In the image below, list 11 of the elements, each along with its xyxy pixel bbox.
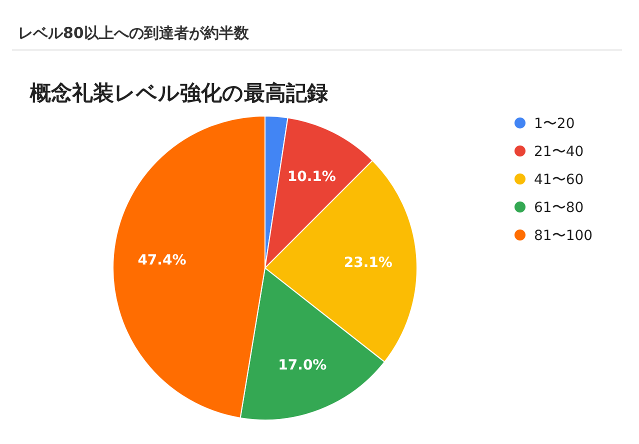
legend-label: 81〜100 [534,228,593,244]
data-label: 47.4% [138,252,186,269]
chart-title: 概念礼装レベル強化の最高記録 [29,81,328,105]
legend-label: 21〜40 [534,144,584,160]
legend-label: 1〜20 [534,116,575,132]
legend-label: 41〜60 [534,172,584,188]
data-label: 23.1% [344,254,392,271]
legend-label: 61〜80 [534,200,584,216]
text: レベル80以上への到達者が約半数 [18,24,250,42]
data-label: 10.1% [287,168,336,185]
data-label: 17.0% [278,357,327,374]
